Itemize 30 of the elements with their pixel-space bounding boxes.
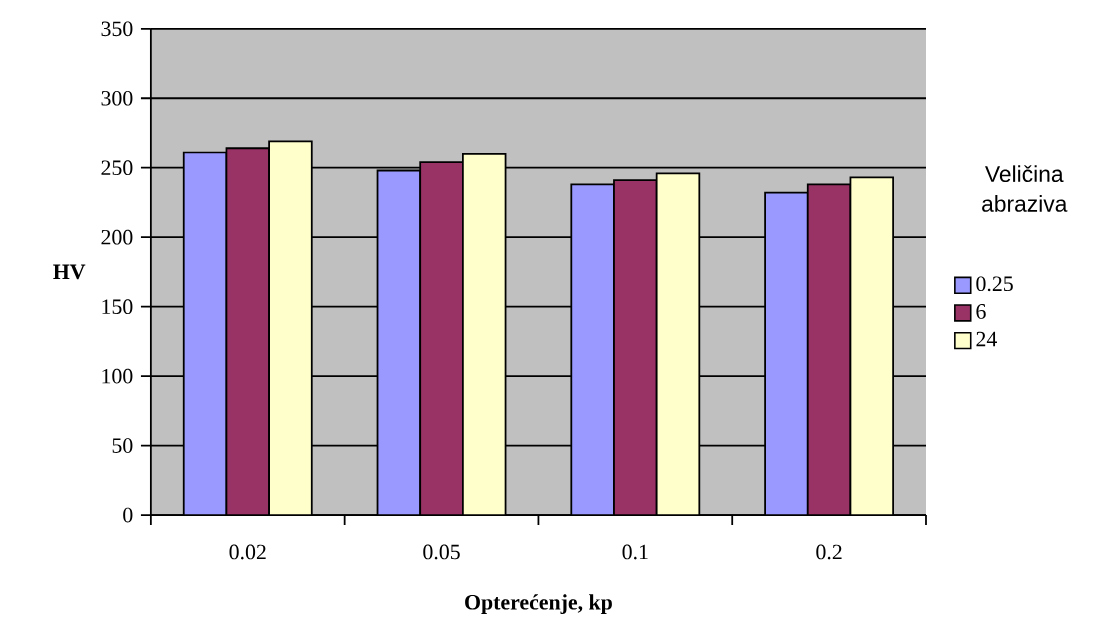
legend-label: 6: [976, 304, 986, 319]
y-tick-label: 300: [101, 90, 133, 106]
y-tick-label: 350: [101, 21, 133, 37]
bar: [849, 176, 895, 516]
bar: [419, 161, 464, 516]
bar: [182, 151, 228, 516]
x-tick-label: 0.02: [229, 544, 266, 560]
bar: [268, 140, 313, 516]
bar: [225, 147, 270, 516]
y-tick-label: 200: [101, 229, 133, 245]
legend-label: 24: [976, 331, 997, 347]
y-tick-label: 250: [101, 160, 133, 176]
bar: [806, 183, 852, 516]
y-tick-label: 150: [102, 299, 133, 314]
legend-label: 0.25: [976, 276, 1013, 292]
x-tick-label: 0.2: [816, 544, 842, 560]
y-tick-label: 100: [102, 368, 133, 384]
y-tick-label: 50: [112, 438, 133, 453]
y-axis-title: HV: [53, 264, 86, 280]
y-tick-label: 0: [123, 507, 133, 523]
legend-title: Veličina abraziva: [982, 165, 1068, 212]
x-tick-label: 0.1: [622, 544, 648, 560]
bar: [376, 169, 422, 516]
bar: [613, 179, 658, 516]
x-axis-title: Opterećenje, kp: [465, 594, 612, 614]
bar: [461, 152, 507, 516]
bar: [764, 191, 809, 516]
x-tick-label: 0.05: [423, 544, 460, 560]
bar: [655, 172, 701, 516]
bar: [570, 183, 615, 516]
